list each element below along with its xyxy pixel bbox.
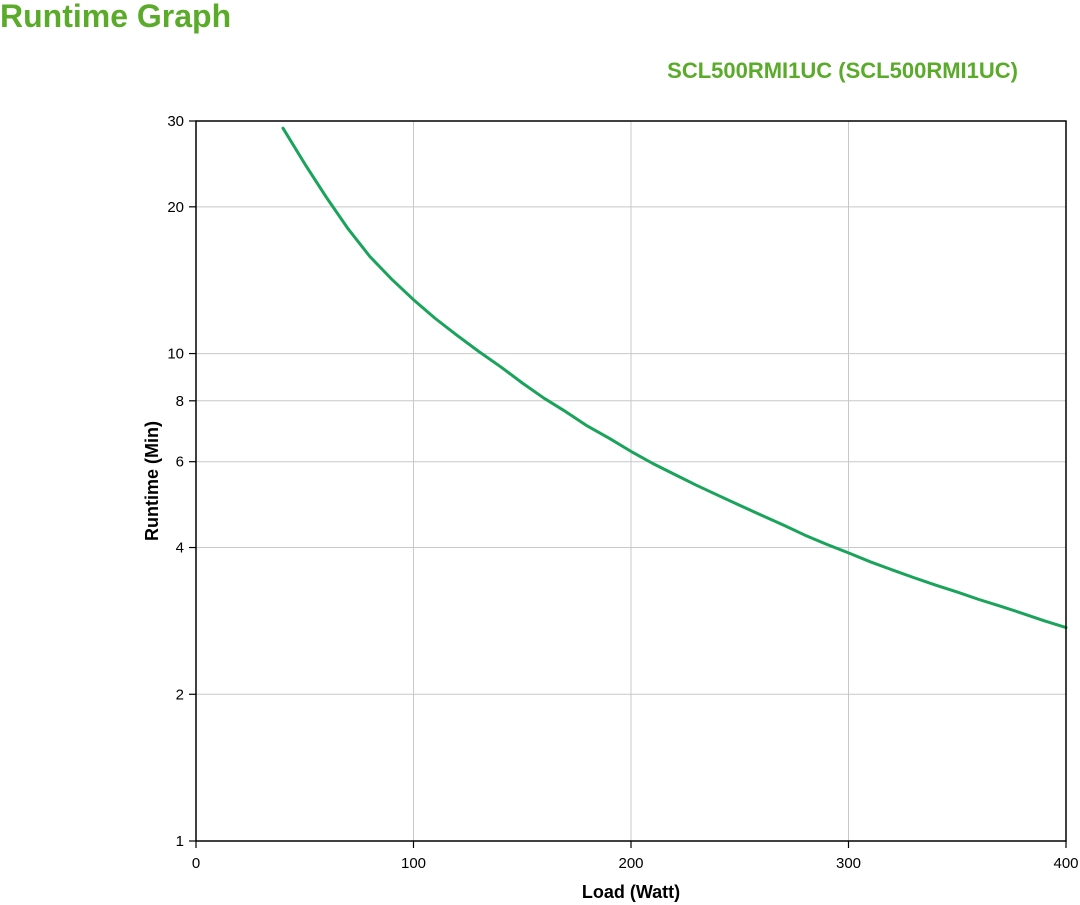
page-title: Runtime Graph	[0, 0, 232, 34]
x-tick-label: 200	[618, 855, 643, 872]
y-tick-label: 4	[176, 540, 184, 557]
runtime-series-line	[281, 126, 1068, 630]
axis-ticks: 0 100 200 300 400 1 2 4 6 8 10 20 30	[167, 113, 1078, 872]
x-tick-label: 300	[836, 855, 861, 872]
y-axis-label: Runtime (Min)	[142, 421, 162, 541]
y-tick-label: 30	[167, 113, 184, 130]
grid-lines	[196, 121, 1066, 841]
y-tick-label: 20	[167, 199, 184, 216]
x-tick-label: 100	[401, 855, 426, 872]
y-tick-label: 8	[176, 393, 184, 410]
x-tick-label: 400	[1053, 855, 1078, 872]
y-tick-label: 1	[176, 833, 184, 850]
y-tick-label: 6	[176, 454, 184, 471]
y-tick-label: 2	[176, 686, 184, 703]
chart-subtitle: SCL500RMI1UC (SCL500RMI1UC)	[667, 58, 1018, 83]
x-axis-label: Load (Watt)	[582, 882, 680, 902]
series-layer	[281, 126, 1068, 630]
x-tick-label: 0	[192, 855, 200, 872]
y-tick-label: 10	[167, 346, 184, 363]
